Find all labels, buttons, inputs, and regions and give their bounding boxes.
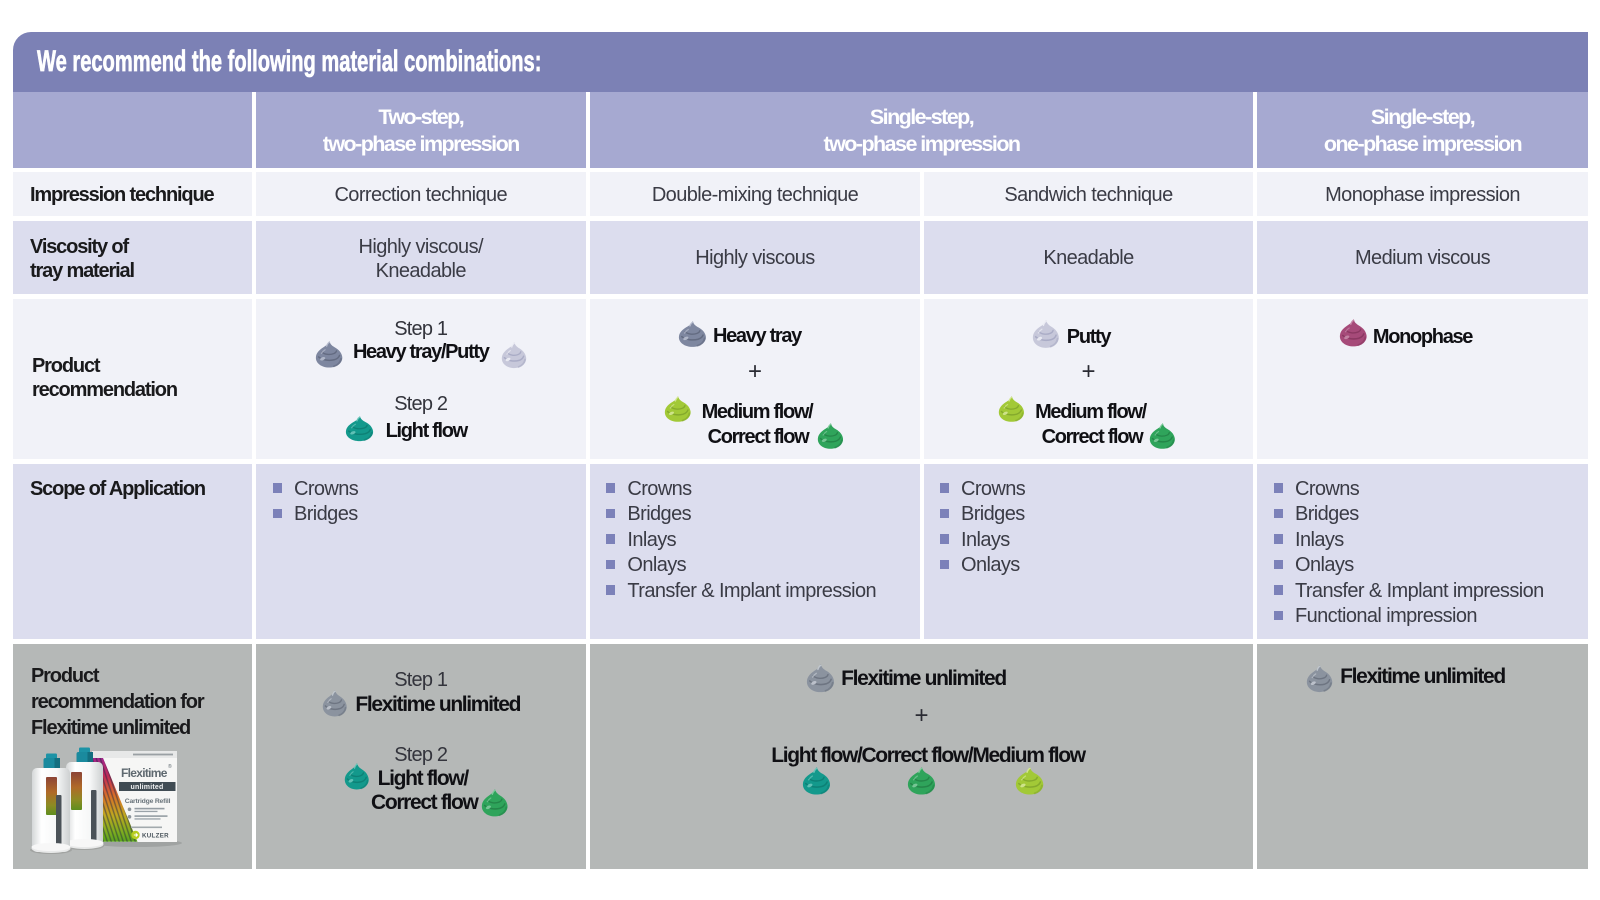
svg-text:unlimited: unlimited (131, 784, 164, 791)
svg-text:®: ® (168, 763, 172, 770)
svg-text:KULZER: KULZER (142, 833, 169, 840)
svg-text:Flexitime: Flexitime (121, 766, 168, 780)
svg-text:Cartridge Refill: Cartridge Refill (125, 798, 171, 805)
